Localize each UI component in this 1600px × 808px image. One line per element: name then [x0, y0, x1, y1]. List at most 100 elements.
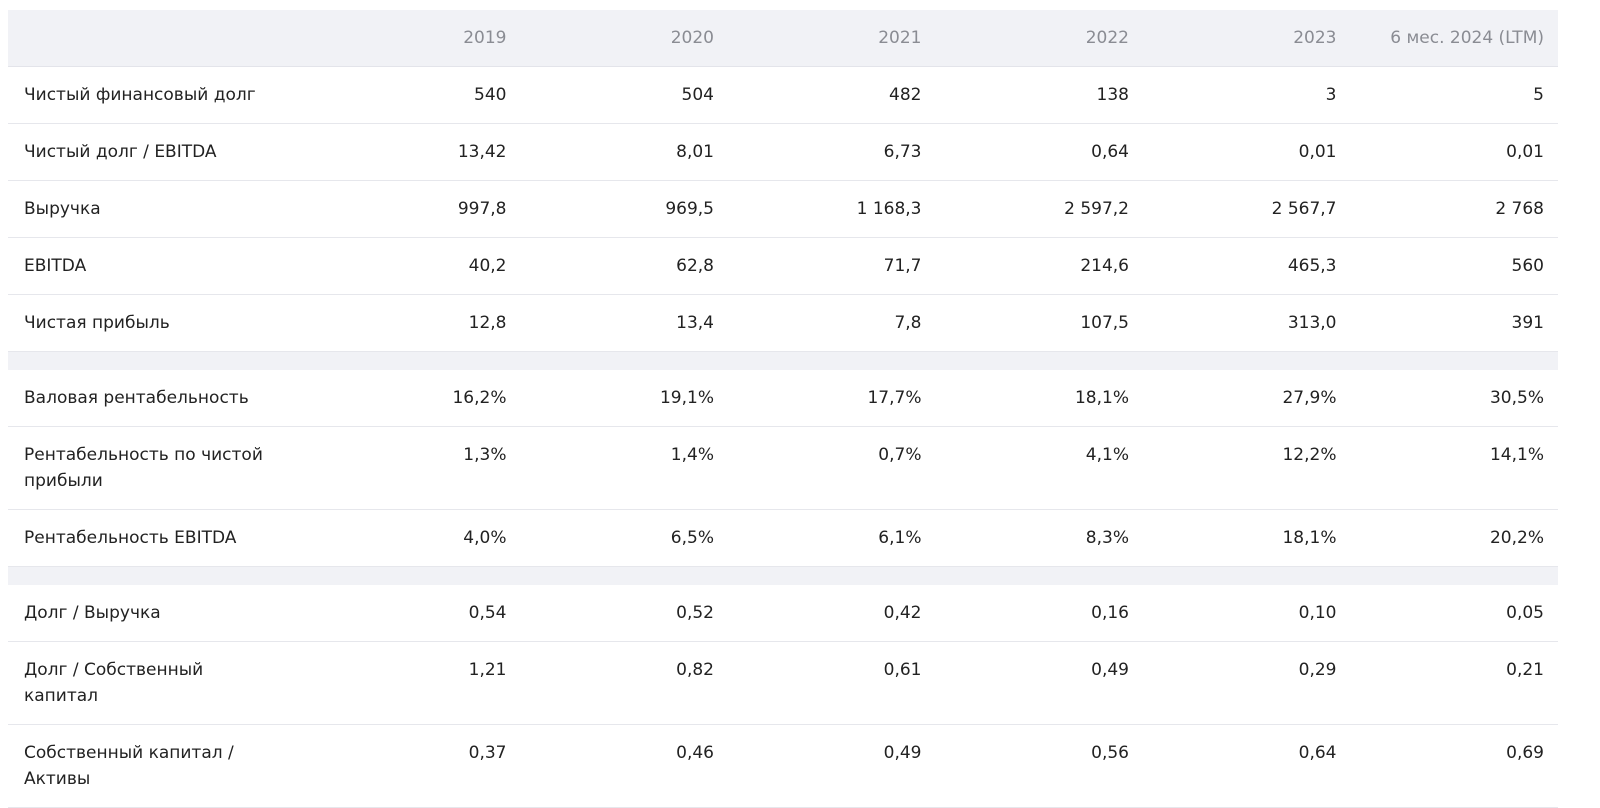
value-cell: 560	[1350, 237, 1558, 295]
row-label-cell: EBITDA	[8, 237, 313, 295]
value-cell: 1 168,3	[728, 180, 936, 238]
financial-table: 2019 2020 2021 2022 2023 6 мес. 2024 (LTM) Чи…	[8, 10, 1558, 808]
value-cell: 1,3%	[313, 426, 521, 510]
data-row: Чистый финансовый долг 540 504 482 138 3 5	[8, 66, 1558, 124]
value-cell: 4,0%	[313, 509, 521, 567]
data-row: Рентабельность EBITDA 4,0% 6,5% 6,1% 8,3% 18,…	[8, 509, 1558, 567]
column-header: 2022	[935, 10, 1143, 67]
value-cell: 6,5%	[520, 509, 728, 567]
row-label-cell: Чистый долг / EBITDA	[8, 123, 313, 181]
value-cell: 1,21	[313, 641, 521, 725]
column-header: 2023	[1143, 10, 1351, 67]
value-cell: 313,0	[1143, 294, 1351, 352]
value-cell: 71,7	[728, 237, 936, 295]
value-cell: 18,1%	[935, 370, 1143, 427]
value-cell: 0,16	[935, 585, 1143, 642]
value-cell: 0,10	[1143, 585, 1351, 642]
row-label-cell: Рентабельность EBITDA	[8, 509, 313, 567]
row-label-cell: Чистая прибыль	[8, 294, 313, 352]
row-label: Чистый финансовый долг	[24, 85, 256, 105]
column-header: 2021	[728, 10, 936, 67]
value-cell: 0,01	[1350, 123, 1558, 181]
row-label-cell: Валовая рентабельность	[8, 370, 313, 427]
data-row: Долг / Выручка 0,54 0,52 0,42 0,16 0,10 0,05	[8, 585, 1558, 642]
value-cell: 16,2%	[313, 370, 521, 427]
value-cell: 138	[935, 66, 1143, 124]
value-cell: 62,8	[520, 237, 728, 295]
separator-cell	[8, 351, 1558, 370]
row-label-cell: Долг / Выручка	[8, 585, 313, 642]
data-row: Валовая рентабельность 16,2% 19,1% 17,7% 18,…	[8, 370, 1558, 427]
value-cell: 107,5	[935, 294, 1143, 352]
value-cell: 4,1%	[935, 426, 1143, 510]
separator-row	[8, 351, 1558, 370]
value-cell: 0,01	[1143, 123, 1351, 181]
value-cell: 2 567,7	[1143, 180, 1351, 238]
value-cell: 1,4%	[520, 426, 728, 510]
value-cell: 540	[313, 66, 521, 124]
value-cell: 14,1%	[1350, 426, 1558, 510]
value-cell: 391	[1350, 294, 1558, 352]
value-cell: 214,6	[935, 237, 1143, 295]
value-cell: 13,42	[313, 123, 521, 181]
row-label-cell: Долг / Собственный капитал	[8, 641, 313, 725]
column-header: 6 мес. 2024 (LTM)	[1350, 10, 1558, 67]
value-cell: 0,49	[728, 724, 936, 808]
value-cell: 8,01	[520, 123, 728, 181]
value-cell: 465,3	[1143, 237, 1351, 295]
row-label: Рентабельность по чистой прибыли	[24, 445, 263, 491]
row-label-cell: Рентабельность по чистой прибыли	[8, 426, 313, 510]
separator-cell	[8, 566, 1558, 585]
separator-row	[8, 566, 1558, 585]
data-row: EBITDA 40,2 62,8 71,7 214,6 465,3 560	[8, 237, 1558, 295]
value-cell: 7,8	[728, 294, 936, 352]
row-label: Долг / Собственный капитал	[24, 660, 204, 706]
value-cell: 0,64	[935, 123, 1143, 181]
value-cell: 0,7%	[728, 426, 936, 510]
column-header: 2020	[520, 10, 728, 67]
header-row: 2019 2020 2021 2022 2023 6 мес. 2024 (LTM)	[8, 10, 1558, 67]
value-cell: 969,5	[520, 180, 728, 238]
value-cell: 3	[1143, 66, 1351, 124]
value-cell: 40,2	[313, 237, 521, 295]
value-cell: 504	[520, 66, 728, 124]
value-cell: 12,8	[313, 294, 521, 352]
row-label: Чистый долг / EBITDA	[24, 142, 217, 162]
value-cell: 482	[728, 66, 936, 124]
row-label: Рентабельность EBITDA	[24, 528, 237, 548]
row-label: Чистая прибыль	[24, 313, 170, 333]
row-label-cell: Собственный капитал / Активы	[8, 724, 313, 808]
value-cell: 2 597,2	[935, 180, 1143, 238]
value-cell: 19,1%	[520, 370, 728, 427]
value-cell: 17,7%	[728, 370, 936, 427]
value-cell: 20,2%	[1350, 509, 1558, 567]
row-label-cell: Чистый финансовый долг	[8, 66, 313, 124]
row-label: Собственный капитал / Активы	[24, 743, 234, 789]
value-cell: 0,42	[728, 585, 936, 642]
value-cell: 0,61	[728, 641, 936, 725]
value-cell: 0,49	[935, 641, 1143, 725]
data-row: Долг / Собственный капитал 1,21 0,82 0,61 0,…	[8, 641, 1558, 725]
value-cell: 997,8	[313, 180, 521, 238]
value-cell: 0,52	[520, 585, 728, 642]
value-cell: 0,56	[935, 724, 1143, 808]
table-wrapper: 2019 2020 2021 2022 2023 6 мес. 2024 (LTM) Чи…	[8, 10, 1558, 808]
row-label: Выручка	[24, 199, 101, 219]
data-row: Выручка 997,8 969,5 1 168,3 2 597,2 2 567,7 2 …	[8, 180, 1558, 238]
row-label: Долг / Выручка	[24, 603, 161, 623]
value-cell: 5	[1350, 66, 1558, 124]
value-cell: 0,64	[1143, 724, 1351, 808]
value-cell: 0,82	[520, 641, 728, 725]
value-cell: 2 768	[1350, 180, 1558, 238]
data-row: Рентабельность по чистой прибыли 1,3% 1,4%…	[8, 426, 1558, 510]
column-header: 2019	[313, 10, 521, 67]
value-cell: 8,3%	[935, 509, 1143, 567]
table-body: Чистый финансовый долг 540 504 482 138 3 5 Чист…	[8, 66, 1558, 808]
data-row: Собственный капитал / Активы 0,37 0,46 0,49…	[8, 724, 1558, 808]
value-cell: 12,2%	[1143, 426, 1351, 510]
row-label: Валовая рентабельность	[24, 388, 249, 408]
value-cell: 27,9%	[1143, 370, 1351, 427]
row-label-cell: Выручка	[8, 180, 313, 238]
value-cell: 0,37	[313, 724, 521, 808]
